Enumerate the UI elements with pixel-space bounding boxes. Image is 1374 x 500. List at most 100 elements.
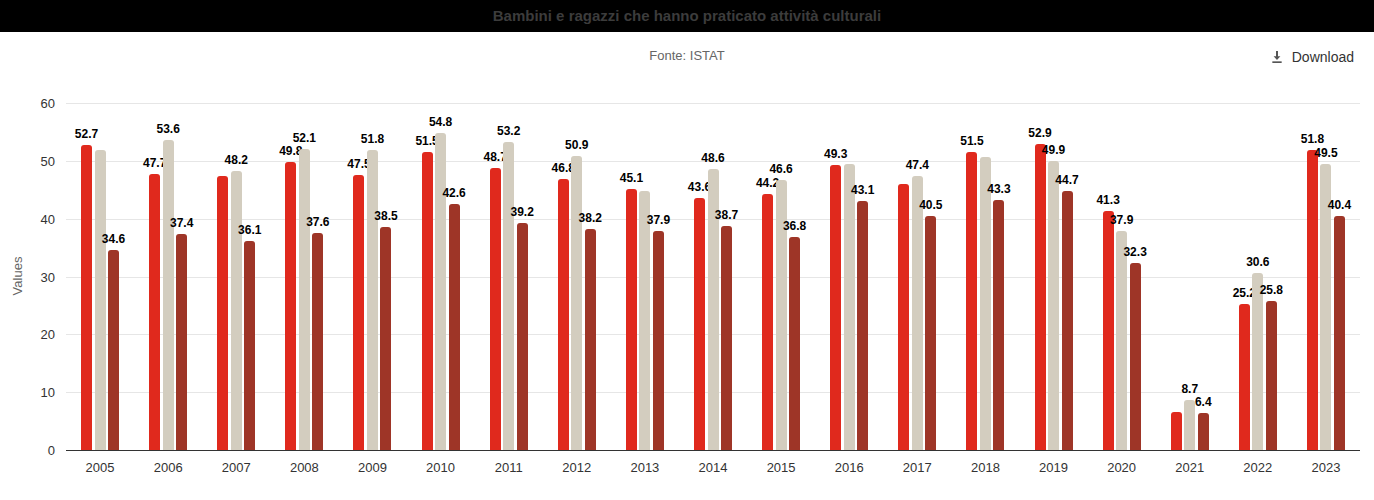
bar-value-label: 51.8 [1301,132,1324,146]
bar-value-label: 44.7 [1055,173,1078,187]
bar-2018-series-2[interactable] [980,157,991,450]
bar-2021-series-3[interactable] [1198,413,1209,450]
bar-2017-series-2[interactable] [912,176,923,450]
bar-value-label: 37.9 [647,213,670,227]
x-axis-tick-label: 2019 [1039,460,1068,475]
bar-2006-series-3[interactable] [176,234,187,450]
bar-value-label: 52.9 [1028,126,1051,140]
bar-value-label: 46.6 [769,162,792,176]
x-axis-tick-label: 2009 [358,460,387,475]
bar-2009-series-3[interactable] [380,227,391,450]
bar-2023-series-1[interactable] [1307,150,1318,450]
x-axis-tick-label: 2023 [1311,460,1340,475]
bar-value-label: 45.1 [620,171,643,185]
bar-2005-series-2[interactable] [95,150,106,450]
bar-2019-series-2[interactable] [1048,161,1059,450]
bar-value-label: 42.6 [442,186,465,200]
bar-value-label: 53.6 [156,122,179,136]
bar-2016-series-3[interactable] [857,201,868,450]
bar-value-label: 43.3 [987,182,1010,196]
bar-value-label: 51.5 [960,134,983,148]
bar-2020-series-1[interactable] [1103,211,1114,450]
bar-2017-series-1[interactable] [898,184,909,450]
bar-value-label: 36.1 [238,223,261,237]
chart-widget: Bambini e ragazzi che hanno praticato at… [0,0,1374,500]
y-axis-tick-label: 10 [15,385,55,400]
bar-value-label: 25.8 [1260,283,1283,297]
plot-area: 0102030405060200552.734.6200647.753.637.… [0,0,1374,500]
bar-2022-series-1[interactable] [1239,304,1250,450]
bar-2007-series-1[interactable] [217,176,228,450]
bar-2006-series-2[interactable] [163,140,174,450]
bar-value-label: 48.2 [225,153,248,167]
bar-value-label: 36.8 [783,219,806,233]
bar-2013-series-2[interactable] [639,191,650,450]
bar-2011-series-1[interactable] [490,168,501,450]
y-axis-tick-label: 60 [15,96,55,111]
bar-value-label: 40.5 [919,198,942,212]
bar-2013-series-3[interactable] [653,231,664,450]
bar-2014-series-1[interactable] [694,198,705,450]
bar-2019-series-1[interactable] [1035,144,1046,450]
bar-2020-series-2[interactable] [1116,231,1127,450]
bar-value-label: 52.7 [75,127,98,141]
x-axis-tick-label: 2006 [154,460,183,475]
bar-2011-series-2[interactable] [503,142,514,450]
bar-value-label: 50.9 [565,138,588,152]
bar-value-label: 53.2 [497,124,520,138]
x-axis-tick-label: 2007 [222,460,251,475]
x-axis-tick-label: 2005 [86,460,115,475]
bar-2005-series-1[interactable] [81,145,92,450]
bar-2023-series-3[interactable] [1334,216,1345,450]
bar-2009-series-1[interactable] [353,175,364,450]
bar-2009-series-2[interactable] [367,150,378,450]
x-axis-tick-label: 2022 [1243,460,1272,475]
bar-2014-series-3[interactable] [721,226,732,450]
bar-2010-series-1[interactable] [422,152,433,450]
bar-2007-series-2[interactable] [231,171,242,450]
bar-value-label: 48.6 [701,151,724,165]
bar-2010-series-3[interactable] [449,204,460,450]
bar-value-label: 47.4 [906,158,929,172]
x-axis-tick-label: 2018 [971,460,1000,475]
grid-line [66,103,1360,104]
x-axis-tick-label: 2012 [562,460,591,475]
bar-2017-series-3[interactable] [925,216,936,450]
bar-2008-series-3[interactable] [312,233,323,450]
bar-2015-series-3[interactable] [789,237,800,450]
bar-2011-series-3[interactable] [517,223,528,450]
bar-value-label: 38.2 [579,211,602,225]
bar-2012-series-3[interactable] [585,229,596,450]
bar-value-label: 40.4 [1328,198,1351,212]
bar-2022-series-2[interactable] [1252,273,1263,450]
bar-2016-series-1[interactable] [830,165,841,450]
bar-2005-series-3[interactable] [108,250,119,450]
bar-value-label: 37.6 [306,215,329,229]
x-axis-tick-label: 2014 [699,460,728,475]
x-axis-line [66,450,1360,451]
bar-2018-series-3[interactable] [993,200,1004,450]
bar-2022-series-3[interactable] [1266,301,1277,450]
bar-2020-series-3[interactable] [1130,263,1141,450]
bar-2016-series-2[interactable] [844,164,855,450]
bar-2013-series-1[interactable] [626,189,637,450]
bar-2021-series-1[interactable] [1171,412,1182,450]
bar-2021-series-2[interactable] [1184,400,1195,450]
bar-2006-series-1[interactable] [149,174,160,450]
bar-value-label: 38.5 [374,209,397,223]
bar-2008-series-2[interactable] [299,149,310,450]
y-axis-tick-label: 30 [15,269,55,284]
bar-value-label: 6.4 [1195,395,1212,409]
bar-2012-series-1[interactable] [558,179,569,450]
bar-2018-series-1[interactable] [966,152,977,450]
bar-2007-series-3[interactable] [244,241,255,450]
bar-2015-series-1[interactable] [762,194,773,450]
bar-value-label: 38.7 [715,208,738,222]
bar-2019-series-3[interactable] [1062,191,1073,450]
bar-2010-series-2[interactable] [435,133,446,450]
x-axis-tick-label: 2020 [1107,460,1136,475]
bar-value-label: 51.8 [361,132,384,146]
bar-2012-series-2[interactable] [571,156,582,450]
bar-value-label: 49.5 [1314,146,1337,160]
bar-2008-series-1[interactable] [285,162,296,450]
